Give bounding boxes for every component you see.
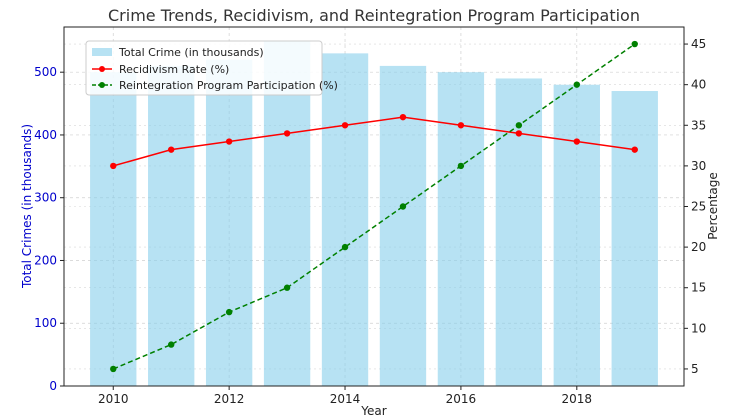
point-recidivism — [515, 130, 523, 137]
bars — [90, 40, 658, 387]
legend-marker-reintegration — [99, 82, 105, 88]
point-reintegration — [573, 81, 581, 88]
y-left-tick-label: 500 — [34, 65, 57, 79]
y-axis-right: 5 10 15 20 25 30 35 40 45 — [684, 37, 706, 376]
bar-total-crime — [611, 91, 658, 386]
y-right-tick-label: 30 — [691, 159, 706, 173]
point-recidivism — [283, 130, 291, 137]
bar-total-crime — [148, 65, 195, 386]
point-recidivism — [341, 122, 349, 129]
point-reintegration — [167, 341, 175, 348]
point-reintegration — [283, 284, 291, 291]
y-right-tick-label: 40 — [691, 78, 706, 92]
x-axis-label: Year — [360, 404, 386, 418]
legend-box — [85, 40, 323, 96]
line-reintegration — [112, 43, 636, 370]
point-recidivism — [573, 138, 581, 145]
bar-total-crime — [379, 65, 427, 386]
x-tick-label: 2016 — [446, 392, 477, 406]
x-tick-label: 2012 — [214, 392, 245, 406]
y-right-tick-label: 35 — [691, 118, 706, 132]
point-recidivism — [457, 122, 465, 129]
legend-swatch-bar — [92, 48, 112, 56]
legend-marker-recidivism — [99, 66, 105, 72]
point-recidivism — [225, 138, 233, 145]
x-axis: 2010 2012 2014 2016 2018 — [98, 386, 592, 406]
bar-total-crime — [495, 78, 543, 387]
point-reintegration — [399, 203, 407, 210]
legend-label-recidivism: Recidivism Rate (%) — [119, 63, 229, 76]
legend: Total Crime (in thousands) Recidivism Ra… — [85, 40, 338, 96]
point-reintegration — [457, 162, 465, 170]
y-left-tick-label: 300 — [34, 191, 57, 205]
legend-label-total-crime: Total Crime (in thousands) — [118, 46, 264, 59]
bar-total-crime — [553, 84, 600, 386]
y-right-tick-label: 15 — [691, 281, 706, 295]
x-tick-label: 2010 — [98, 392, 129, 406]
y-left-tick-label: 200 — [34, 253, 57, 267]
point-reintegration — [110, 365, 117, 373]
point-recidivism — [631, 146, 638, 153]
lines — [110, 40, 638, 373]
y-right-tick-label: 45 — [691, 37, 706, 51]
bar-total-crime — [321, 53, 369, 386]
y-left-tick-label: 0 — [49, 379, 57, 393]
bar-total-crime — [90, 72, 137, 386]
y-axis-left: 0 100 200 300 400 500 — [34, 65, 64, 393]
y-left-tick-label: 400 — [34, 128, 57, 142]
bar-total-crime — [437, 72, 485, 386]
y-right-tick-label: 20 — [691, 240, 706, 254]
line-recidivism — [113, 116, 635, 167]
point-recidivism — [399, 113, 407, 121]
point-reintegration — [631, 40, 638, 48]
point-reintegration — [515, 122, 523, 129]
x-tick-label: 2014 — [330, 392, 361, 406]
point-reintegration — [225, 308, 233, 316]
point-recidivism — [167, 146, 175, 153]
y-left-tick-label: 100 — [34, 316, 57, 330]
y-axis-left-label: Total Crimes (in thousands) — [20, 124, 34, 289]
chart-title: Crime Trends, Recidivism, and Reintegrat… — [108, 6, 640, 25]
point-reintegration — [341, 243, 349, 251]
bar-total-crime — [263, 40, 311, 387]
legend-label-reintegration: Reintegration Program Participation (%) — [119, 79, 338, 92]
bar-total-crime — [205, 59, 253, 387]
y-axis-right-label: Percentage — [706, 172, 720, 240]
y-right-tick-label: 25 — [691, 200, 706, 214]
y-right-tick-label: 10 — [691, 321, 706, 335]
y-right-tick-label: 5 — [691, 362, 699, 376]
x-tick-label: 2018 — [562, 392, 593, 406]
point-recidivism — [110, 162, 117, 170]
